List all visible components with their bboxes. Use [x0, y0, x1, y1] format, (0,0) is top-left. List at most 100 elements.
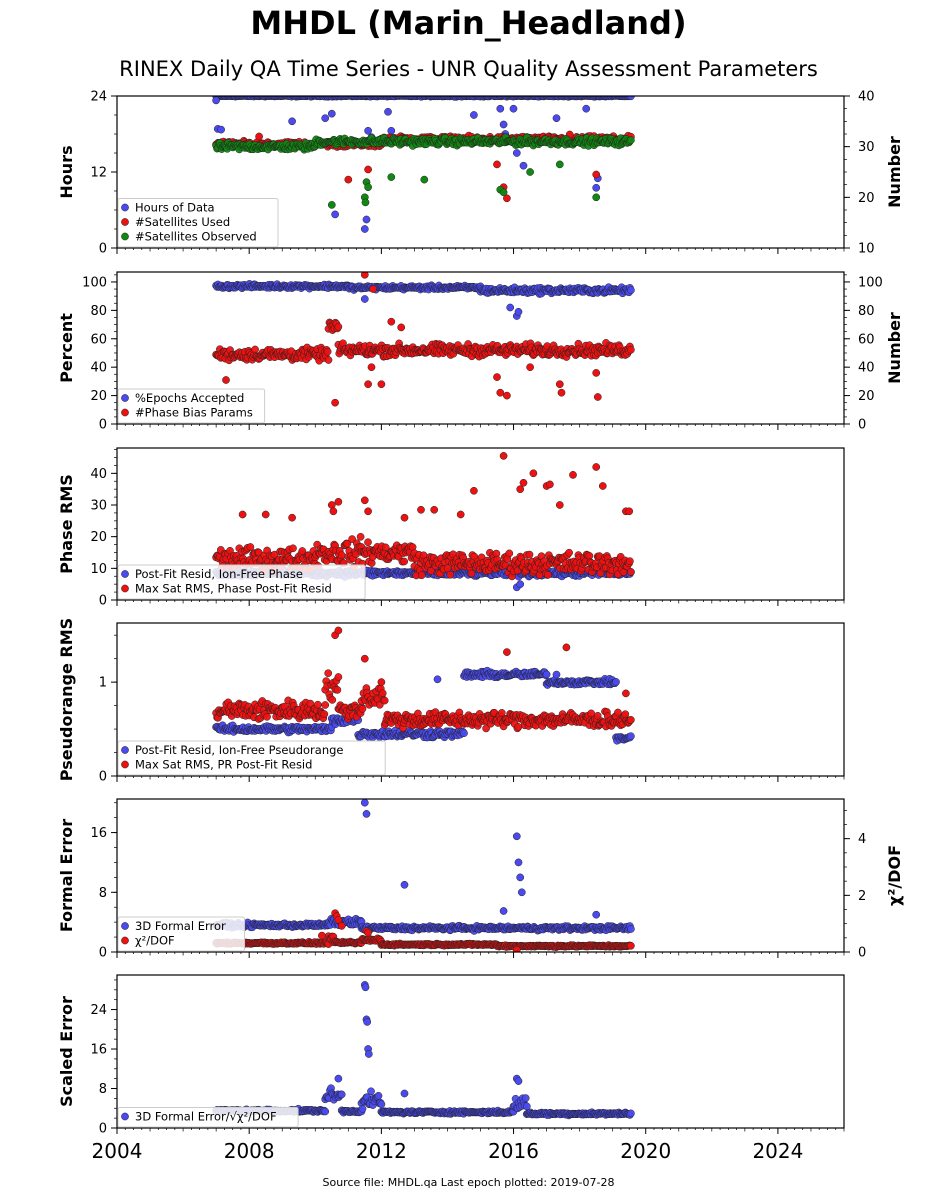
data-point — [499, 120, 508, 129]
data-point — [555, 160, 564, 169]
data-point — [555, 501, 564, 509]
data-point — [364, 126, 372, 135]
data-point — [313, 700, 322, 709]
data-point — [333, 686, 342, 694]
data-point — [344, 175, 353, 184]
y2-axis-label: Number — [885, 136, 904, 208]
data-point — [519, 478, 528, 487]
y2-tick-label: 20 — [858, 389, 875, 404]
y2-tick-label: 20 — [858, 191, 875, 206]
data-point — [519, 161, 528, 170]
data-point — [387, 173, 396, 181]
plot-area — [212, 799, 635, 952]
data-point — [378, 689, 387, 698]
y-tick-label: 0 — [99, 594, 107, 609]
data-point — [327, 501, 336, 509]
y-tick-label: 60 — [90, 332, 107, 347]
data-point — [482, 724, 490, 733]
data-point — [384, 107, 392, 116]
data-point — [364, 380, 372, 389]
legend-marker — [121, 218, 129, 226]
legend-marker — [121, 232, 129, 241]
data-point — [358, 704, 367, 713]
data-point — [627, 568, 635, 576]
data-point — [526, 168, 534, 176]
legend-marker — [121, 584, 129, 593]
data-point — [263, 712, 271, 721]
data-point — [255, 132, 263, 141]
data-point — [364, 165, 372, 174]
data-point — [433, 675, 442, 684]
data-point — [360, 225, 369, 233]
legend: Post-Fit Resid, Ion-Free PseudorangeMax … — [117, 740, 386, 776]
data-point — [238, 510, 247, 519]
data-point — [592, 183, 601, 192]
data-point — [497, 709, 506, 717]
data-point — [217, 125, 225, 134]
legend: Hours of Data#Satellites Used#Satellites… — [117, 198, 279, 248]
plot-area — [212, 96, 635, 233]
data-point — [593, 711, 602, 720]
data-point — [261, 510, 270, 519]
data-point — [360, 496, 369, 505]
data-point — [377, 380, 386, 389]
data-point — [467, 569, 476, 578]
data-point — [622, 689, 630, 698]
data-point — [360, 272, 369, 279]
data-point — [512, 149, 521, 157]
legend-entry: #Satellites Used — [135, 215, 230, 229]
data-point — [321, 114, 330, 123]
data-point — [364, 183, 372, 192]
y-tick-label: 24 — [90, 90, 107, 105]
data-point — [334, 626, 343, 635]
data-point — [381, 543, 390, 552]
y2-tick-label: 10 — [858, 242, 875, 257]
data-point — [555, 380, 564, 389]
y2-tick-label: 0 — [858, 418, 866, 433]
series-green — [212, 133, 635, 209]
data-point — [493, 373, 501, 381]
data-point — [334, 497, 343, 506]
legend-marker — [121, 203, 129, 212]
data-point — [627, 716, 635, 724]
y2-tick-label: 80 — [858, 304, 875, 319]
legend-entry: %Epochs Accepted — [135, 391, 244, 405]
legend-marker — [121, 408, 129, 417]
data-point — [337, 551, 346, 560]
y-tick-label: 0 — [99, 242, 107, 257]
data-point — [626, 557, 634, 566]
y-tick-label: 30 — [90, 499, 107, 514]
y-axis-label: Pseudorange RMS — [57, 618, 76, 781]
plot-area — [212, 272, 635, 407]
data-point — [417, 505, 425, 514]
legend-entry: Max Sat RMS, PR Post-Fit Resid — [135, 758, 312, 772]
data-point — [614, 708, 622, 717]
y-tick-label: 1 — [99, 676, 107, 691]
data-point — [627, 732, 635, 741]
data-point — [593, 393, 602, 401]
data-point — [364, 538, 372, 547]
y-tick-label: 10 — [90, 562, 107, 577]
data-point — [369, 285, 377, 293]
data-point — [334, 322, 343, 331]
legend-entry: Max Sat RMS, Phase Post-Fit Resid — [135, 582, 332, 596]
data-point — [509, 104, 518, 113]
data-point — [503, 648, 511, 656]
series-red — [212, 272, 635, 407]
data-point — [380, 696, 389, 705]
y-axis-label: Phase RMS — [57, 474, 76, 574]
data-point — [360, 654, 369, 663]
data-point — [552, 114, 561, 123]
data-point — [246, 543, 255, 551]
data-point — [400, 513, 409, 522]
legend-marker — [121, 394, 129, 402]
data-point — [503, 391, 511, 400]
data-point — [323, 347, 332, 356]
data-point — [592, 170, 601, 179]
y-tick-label: 20 — [90, 530, 107, 545]
data-point — [499, 452, 508, 460]
data-point — [400, 557, 409, 566]
